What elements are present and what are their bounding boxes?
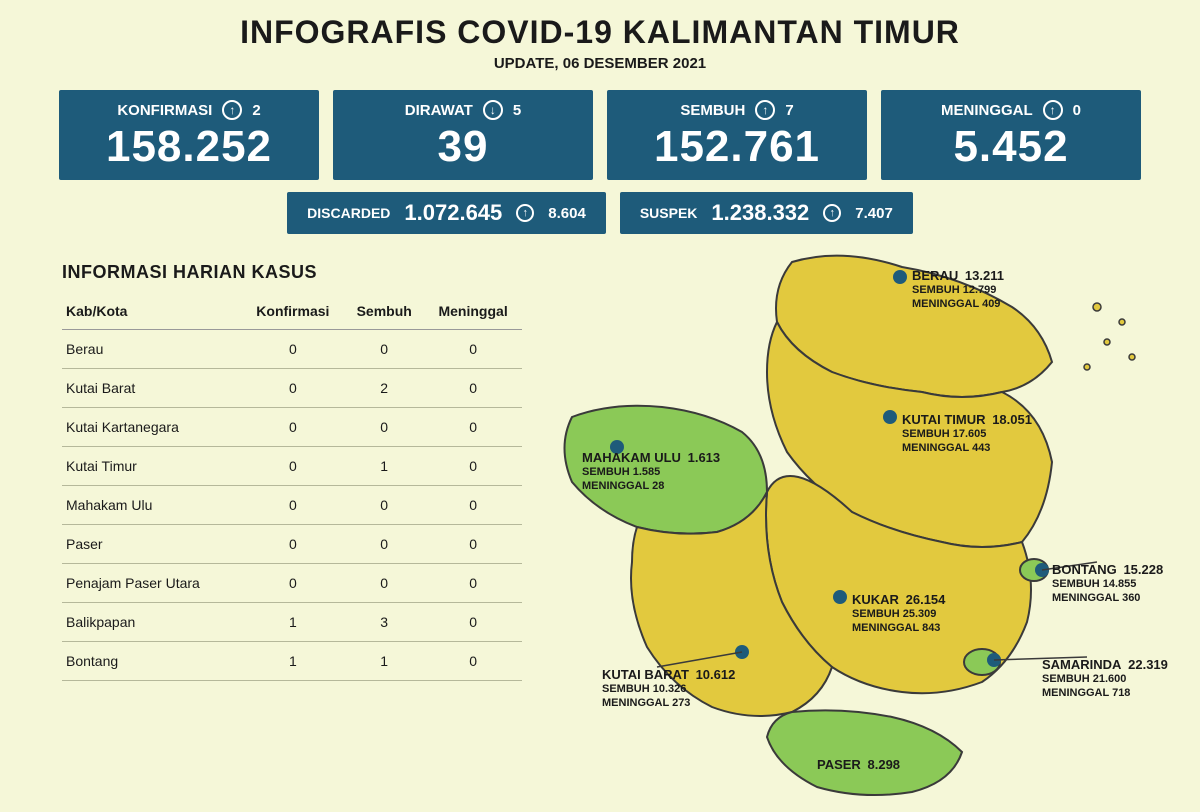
- cell-sembuh: 1: [344, 642, 424, 681]
- arrow-up-icon: ↑: [222, 100, 242, 120]
- subcard-suspek: SUSPEK 1.238.332 ↑ 7.407: [620, 192, 913, 234]
- map-region-label: BERAU 13.211SEMBUH 12.799MENINGGAL 409: [912, 268, 1004, 312]
- cell-meninggal: 0: [424, 408, 522, 447]
- card-label: SEMBUH: [680, 102, 745, 119]
- subcard-delta: 7.407: [855, 205, 893, 222]
- cell-sembuh: 0: [344, 486, 424, 525]
- cell-meninggal: 0: [424, 642, 522, 681]
- cell-sembuh: 0: [344, 525, 424, 564]
- page-title: INFOGRAFIS COVID-19 KALIMANTAN TIMUR: [0, 0, 1200, 51]
- subcard-value: 1.072.645: [404, 200, 502, 226]
- cell-kabkota: Balikpapan: [62, 603, 242, 642]
- subcard-delta: 8.604: [548, 205, 586, 222]
- table-row: Kutai Barat 0 2 0: [62, 369, 522, 408]
- cell-kabkota: Bontang: [62, 642, 242, 681]
- arrow-down-icon: ↓: [483, 100, 503, 120]
- table-row: Penajam Paser Utara 0 0 0: [62, 564, 522, 603]
- arrow-up-icon: ↑: [755, 100, 775, 120]
- cell-kabkota: Mahakam Ulu: [62, 486, 242, 525]
- map-panel: BERAU 13.211SEMBUH 12.799MENINGGAL 409 KU…: [542, 262, 1158, 681]
- region-map: [542, 252, 1182, 812]
- cell-kabkota: Penajam Paser Utara: [62, 564, 242, 603]
- cell-sembuh: 3: [344, 603, 424, 642]
- card-sembuh: SEMBUH ↑ 7 152.761: [607, 90, 867, 180]
- cell-konfirmasi: 0: [242, 564, 345, 603]
- cell-meninggal: 0: [424, 603, 522, 642]
- card-delta: 2: [252, 102, 260, 119]
- col-meninggal: Meninggal: [424, 297, 522, 330]
- cell-konfirmasi: 0: [242, 369, 345, 408]
- map-region-label: KUTAI TIMUR 18.051SEMBUH 17.605MENINGGAL…: [902, 412, 1032, 456]
- cell-konfirmasi: 0: [242, 486, 345, 525]
- arrow-up-icon: ↑: [823, 204, 841, 222]
- cell-meninggal: 0: [424, 447, 522, 486]
- cell-konfirmasi: 0: [242, 447, 345, 486]
- col-konfirmasi: Konfirmasi: [242, 297, 345, 330]
- cell-sembuh: 2: [344, 369, 424, 408]
- card-konfirmasi: KONFIRMASI ↑ 2 158.252: [59, 90, 319, 180]
- subcard-discarded: DISCARDED 1.072.645 ↑ 8.604: [287, 192, 606, 234]
- cell-kabkota: Paser: [62, 525, 242, 564]
- card-meninggal: MENINGGAL ↑ 0 5.452: [881, 90, 1141, 180]
- table-title: INFORMASI HARIAN KASUS: [62, 262, 522, 283]
- card-value: 152.761: [619, 122, 855, 172]
- page-subtitle: UPDATE, 06 DESEMBER 2021: [0, 55, 1200, 72]
- cell-sembuh: 0: [344, 330, 424, 369]
- table-row: Balikpapan 1 3 0: [62, 603, 522, 642]
- subcard-value: 1.238.332: [711, 200, 809, 226]
- cell-konfirmasi: 0: [242, 408, 345, 447]
- table-row: Mahakam Ulu 0 0 0: [62, 486, 522, 525]
- sub-stat-cards: DISCARDED 1.072.645 ↑ 8.604 SUSPEK 1.238…: [0, 192, 1200, 234]
- cell-meninggal: 0: [424, 564, 522, 603]
- cell-meninggal: 0: [424, 369, 522, 408]
- card-label: KONFIRMASI: [117, 102, 212, 119]
- cell-konfirmasi: 1: [242, 603, 345, 642]
- cell-kabkota: Kutai Kartanegara: [62, 408, 242, 447]
- cell-konfirmasi: 0: [242, 525, 345, 564]
- arrow-up-icon: ↑: [1043, 100, 1063, 120]
- card-value: 39: [345, 122, 581, 172]
- map-region-label: KUTAI BARAT 10.612SEMBUH 10.326MENINGGAL…: [602, 667, 735, 711]
- table-row: Kutai Kartanegara 0 0 0: [62, 408, 522, 447]
- card-delta: 5: [513, 102, 521, 119]
- cell-sembuh: 0: [344, 408, 424, 447]
- col-sembuh: Sembuh: [344, 297, 424, 330]
- card-dirawat: DIRAWAT ↓ 5 39: [333, 90, 593, 180]
- cell-kabkota: Berau: [62, 330, 242, 369]
- map-region-label: BONTANG 15.228SEMBUH 14.855MENINGGAL 360: [1052, 562, 1163, 606]
- table-row: Berau 0 0 0: [62, 330, 522, 369]
- cell-meninggal: 0: [424, 330, 522, 369]
- card-label: DIRAWAT: [405, 102, 473, 119]
- card-delta: 0: [1073, 102, 1081, 119]
- table-row: Bontang 1 1 0: [62, 642, 522, 681]
- table-row: Kutai Timur 0 1 0: [62, 447, 522, 486]
- col-kabkota: Kab/Kota: [62, 297, 242, 330]
- region-paser: [767, 710, 962, 795]
- subcard-label: DISCARDED: [307, 205, 390, 221]
- map-region-label: MAHAKAM ULU 1.613SEMBUH 1.585MENINGGAL 2…: [582, 450, 720, 494]
- stat-cards: KONFIRMASI ↑ 2 158.252 DIRAWAT ↓ 5 39 SE…: [0, 90, 1200, 180]
- card-label: MENINGGAL: [941, 102, 1033, 119]
- daily-cases-table: Kab/Kota Konfirmasi Sembuh Meninggal Ber…: [62, 297, 522, 681]
- map-region-label: SAMARINDA 22.319SEMBUH 21.600MENINGGAL 7…: [1042, 657, 1168, 701]
- cell-sembuh: 0: [344, 564, 424, 603]
- cell-meninggal: 0: [424, 486, 522, 525]
- card-value: 5.452: [893, 122, 1129, 172]
- cell-kabkota: Kutai Barat: [62, 369, 242, 408]
- cell-meninggal: 0: [424, 525, 522, 564]
- card-delta: 7: [785, 102, 793, 119]
- cell-kabkota: Kutai Timur: [62, 447, 242, 486]
- subcard-label: SUSPEK: [640, 205, 698, 221]
- daily-table-panel: INFORMASI HARIAN KASUS Kab/Kota Konfirma…: [62, 262, 522, 681]
- map-region-label: PASER 8.298: [817, 757, 900, 773]
- card-value: 158.252: [71, 122, 307, 172]
- table-row: Paser 0 0 0: [62, 525, 522, 564]
- cell-konfirmasi: 0: [242, 330, 345, 369]
- arrow-up-icon: ↑: [516, 204, 534, 222]
- cell-konfirmasi: 1: [242, 642, 345, 681]
- map-region-label: KUKAR 26.154SEMBUH 25.309MENINGGAL 843: [852, 592, 945, 636]
- cell-sembuh: 1: [344, 447, 424, 486]
